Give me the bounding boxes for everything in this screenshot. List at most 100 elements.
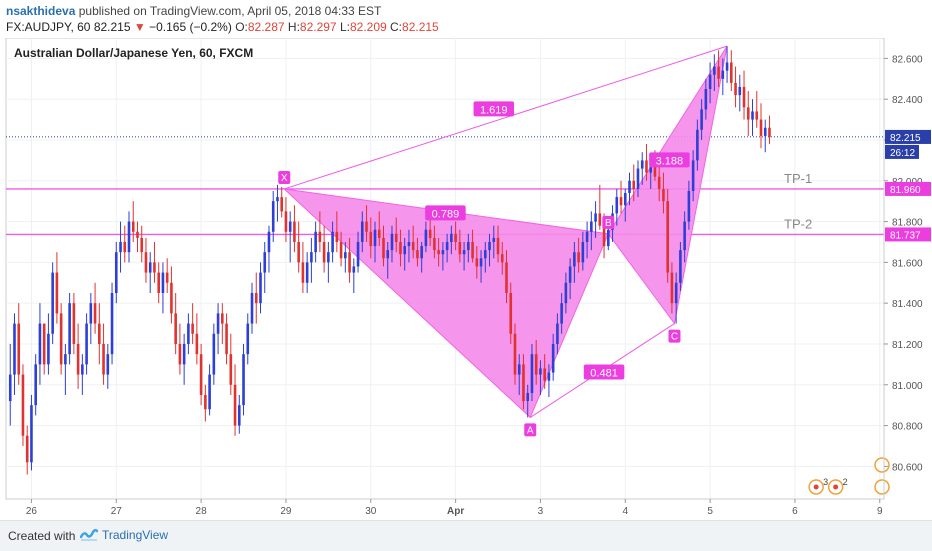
candle-body (89, 303, 93, 324)
candle-body (598, 213, 602, 226)
candle-body (577, 252, 580, 263)
candle-body (123, 241, 127, 253)
candle-body (700, 109, 703, 130)
candle-body (250, 292, 254, 324)
candle-body (195, 333, 199, 355)
tp-price-tag-label: 81.960 (890, 185, 921, 196)
candle-body (496, 237, 500, 255)
pattern-labels: X A B C 1.619 0.789 0.481 3.188 3 2 (278, 101, 890, 495)
candle-body (615, 197, 619, 214)
grid (6, 38, 884, 499)
candle-body (246, 323, 250, 355)
candle-body (674, 282, 678, 304)
candle-body (467, 241, 470, 251)
price-chart[interactable]: TP-1 TP-2 X A B C 1.619 0.789 0.481 3.188 3 2 82.6… (0, 37, 932, 518)
candle-body (708, 74, 712, 89)
y-tick-label: 81.400 (892, 299, 923, 310)
x-tick-label: Apr (447, 506, 464, 517)
candle-body (517, 364, 521, 375)
candle-body (259, 272, 262, 304)
point-label-c: C (671, 332, 678, 343)
candle-body (21, 374, 25, 436)
x-tick-label: 5 (707, 506, 713, 517)
y-tick-label: 81.800 (892, 218, 923, 229)
candle-body (148, 262, 152, 273)
candle-body (623, 193, 627, 206)
candle-body (38, 323, 42, 365)
y-tick-label: 81.000 (892, 381, 923, 392)
ratio-label-bg (583, 364, 625, 380)
candle-body (602, 225, 606, 247)
x-tick-label: 28 (196, 506, 208, 517)
x-tick-label: 27 (111, 506, 123, 517)
tradingview-logo-icon (80, 528, 98, 541)
candle-body (310, 252, 313, 263)
candle-body (696, 129, 699, 161)
candle-body (543, 368, 546, 381)
tp-label: TP-1 (784, 171, 812, 186)
candle-body (327, 252, 330, 263)
candle-body (704, 88, 708, 110)
candle-body (441, 250, 445, 255)
footer: Created with TradingView (0, 520, 932, 551)
candle-body (475, 258, 479, 267)
candle-body (365, 221, 368, 232)
candle-body (403, 246, 407, 255)
candle-body (221, 313, 224, 324)
candle-body (348, 252, 351, 273)
candle-body (628, 180, 631, 194)
publish-line: nsakthideva published on TradingView.com… (6, 4, 381, 18)
low-label: L: (339, 20, 350, 34)
tp-price-tag-label: 81.737 (890, 230, 921, 241)
ratio-label: 0.789 (432, 208, 460, 220)
ratio-label-bg (649, 152, 690, 168)
candle-body (127, 221, 131, 253)
chart-header: nsakthideva published on TradingView.com… (0, 0, 932, 36)
chart-area[interactable]: TP-1 TP-2 X A B C 1.619 0.789 0.481 3.188 3 2 82.6… (0, 37, 932, 518)
candle-body (34, 364, 37, 406)
candle-body (102, 343, 105, 375)
candle-body (713, 66, 716, 75)
candle-body (344, 252, 347, 259)
candle-body (382, 237, 385, 259)
point-label-x: X (281, 173, 288, 184)
created-with-text: Created with (8, 529, 76, 543)
candle-body (725, 62, 729, 71)
high-label: H: (287, 20, 300, 34)
low-value: 82.209 (349, 20, 387, 34)
candle-body (284, 211, 288, 232)
candle-body (305, 262, 309, 283)
candle-body (110, 292, 114, 355)
candle-body (670, 272, 674, 304)
candle-body (390, 233, 394, 251)
author-name[interactable]: nsakthideva (6, 4, 76, 18)
tp-price-tag (885, 181, 931, 196)
ratio-label-bg (473, 101, 515, 117)
candle-body (377, 229, 381, 238)
candle-body (539, 368, 542, 375)
candle-body (763, 127, 767, 136)
candle-body (551, 343, 555, 373)
last-price-tag-label: 82.215 (890, 133, 921, 144)
candle-body (386, 250, 390, 259)
candle-body (428, 229, 432, 238)
candle-body (161, 272, 165, 293)
candle-body (81, 364, 84, 375)
candle-body (606, 229, 610, 247)
candle-body (237, 405, 241, 426)
candle-body (297, 241, 300, 263)
x-tick-label: 29 (280, 506, 292, 517)
candle-body (768, 127, 771, 137)
candle-body (585, 231, 589, 242)
event-marker-dot (833, 484, 839, 490)
candle-body (691, 160, 695, 191)
candle-body (47, 333, 50, 365)
candles (8, 46, 771, 475)
candle-body (746, 107, 750, 120)
candle-body (144, 252, 148, 273)
tradingview-brand[interactable]: TradingView (102, 528, 169, 542)
candle-body (645, 160, 648, 173)
candle-body (356, 241, 360, 267)
candle-body (420, 246, 423, 259)
x-tick-label: 6 (792, 506, 798, 517)
